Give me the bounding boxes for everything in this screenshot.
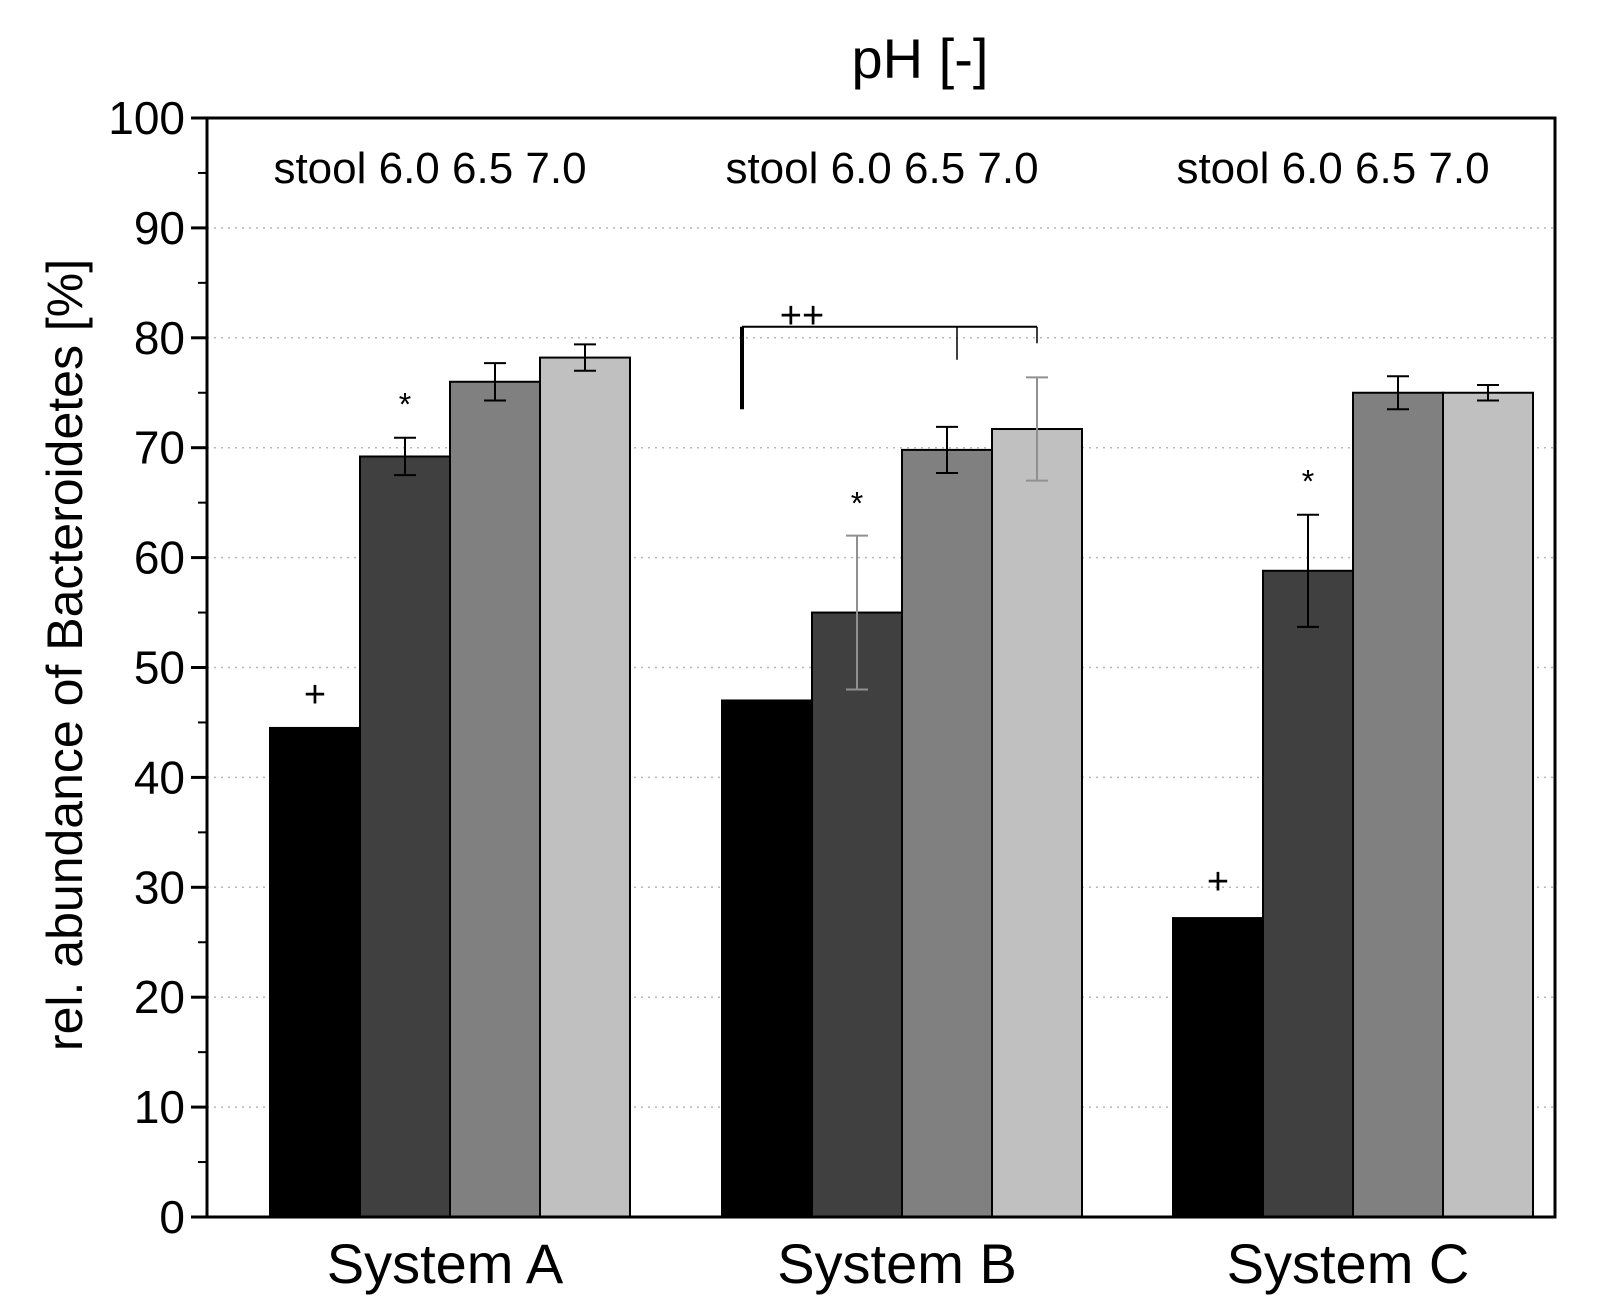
- x-category-label-1: System B: [777, 1232, 1017, 1295]
- y-tick-label-10: 10: [134, 1081, 185, 1133]
- error-bars: [394, 343, 1499, 691]
- annotations: + * * + * ++: [304, 295, 1314, 903]
- bar-system-a-7.0: [539, 356, 631, 1219]
- bar-system-b-6.0: [811, 611, 903, 1218]
- bar-system-b-stool: [721, 699, 813, 1218]
- y-tick-label-30: 30: [134, 861, 185, 913]
- annotation-0: +: [304, 674, 326, 716]
- error-bar-system-b-6.0: [846, 534, 868, 691]
- error-bar-system-a-6.5: [484, 362, 506, 402]
- error-bar-system-c-6.0: [1297, 513, 1319, 628]
- bar-system-b-7.0: [991, 428, 1083, 1218]
- group-headers: stool 6.0 6.5 7.0 stool 6.0 6.5 7.0 stool …: [273, 144, 1489, 193]
- y-tick-label-20: 20: [134, 971, 185, 1023]
- bar-system-c-6.5: [1352, 391, 1444, 1218]
- bar-system-c-7.0: [1442, 391, 1534, 1218]
- x-axis: System A System B System C: [327, 1232, 1470, 1295]
- y-tick-label-60: 60: [134, 532, 185, 584]
- error-bar-system-b-7.0: [1026, 376, 1048, 482]
- bar-system-a-6.5: [449, 380, 541, 1218]
- y-tick-label-90: 90: [134, 202, 185, 254]
- y-tick-label-80: 80: [134, 312, 185, 364]
- y-tick-label-0: 0: [159, 1191, 185, 1243]
- x-category-label-0: System A: [327, 1232, 564, 1295]
- bars: [269, 356, 1534, 1219]
- group-header-2: stool 6.0 6.5 7.0: [1176, 144, 1489, 193]
- bar-system-c-stool: [1172, 917, 1264, 1219]
- annotation-4: *: [1302, 464, 1314, 500]
- annotation-3: +: [1207, 861, 1229, 903]
- y-axis: 0 10 20 30 40 50 60 70 80 90 100: [108, 92, 207, 1243]
- error-bar-system-a-7.0: [574, 343, 596, 372]
- annotation-2: *: [851, 486, 863, 522]
- error-bar-system-b-6.5: [936, 425, 958, 474]
- y-tick-label-70: 70: [134, 422, 185, 474]
- group-header-0: stool 6.0 6.5 7.0: [273, 144, 586, 193]
- error-bar-system-a-6.0: [394, 436, 416, 477]
- y-axis-label: rel. abundance of Bacteroidetes [%]: [37, 259, 93, 1051]
- y-tick-label-50: 50: [134, 642, 185, 694]
- bar-system-c-6.0: [1262, 569, 1354, 1218]
- y-tick-label-40: 40: [134, 751, 185, 803]
- group-header-1: stool 6.0 6.5 7.0: [725, 144, 1038, 193]
- chart-title: pH [-]: [852, 27, 989, 90]
- x-category-label-2: System C: [1227, 1232, 1470, 1295]
- significance-bracket: [740, 325, 1038, 410]
- annotation-5: ++: [780, 295, 824, 337]
- bar-system-a-6.0: [359, 455, 451, 1218]
- bar-system-a-stool: [269, 726, 361, 1218]
- annotation-1: *: [399, 387, 411, 423]
- bar-system-b-6.5: [901, 448, 993, 1218]
- error-bar-system-c-6.5: [1387, 375, 1409, 411]
- y-tick-label-100: 100: [108, 92, 185, 144]
- error-bar-system-c-7.0: [1477, 384, 1499, 402]
